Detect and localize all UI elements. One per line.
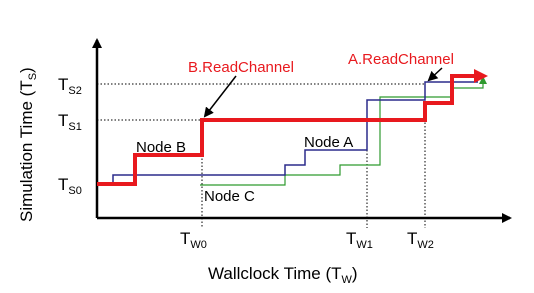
x-axis-label: Wallclock Time (TW) [208,264,358,286]
y-axis-label: Simulation Time (TS) [17,67,39,222]
x-mark: TW0 [180,229,207,251]
y-mark: TS0 [58,175,82,197]
label-part: S [27,73,39,80]
label-part: T [58,75,68,94]
callout-label: B.ReadChannel [188,59,294,76]
node-a-line [97,81,478,185]
callout-arrow [203,75,237,118]
label-part: T [346,229,356,248]
arrow [474,69,488,83]
callout-label: A.ReadChannel [348,51,454,68]
label-part: W [342,274,353,286]
label-part: W2 [417,239,434,251]
node-c-line [200,82,484,186]
x-mark: TW2 [407,229,434,251]
x-mark: TW1 [346,229,373,251]
label-part: Simulation Time (T [17,80,36,222]
arrow [479,76,487,84]
label-part: Wallclock Time (T [208,264,342,283]
label-part: T [58,175,68,194]
label-part: ) [352,264,358,283]
y-mark: TS1 [58,111,82,133]
node-label: Node B [136,139,186,156]
label-part: W1 [356,239,373,251]
node-label: Node A [304,134,353,151]
label-part: T [407,229,417,248]
label-part: T [180,229,190,248]
y-mark: TS2 [58,75,82,97]
label-part: T [58,111,68,130]
label-part: W0 [190,239,207,251]
label-part: S2 [68,85,81,97]
node-label: Node C [204,188,255,205]
label-part: ) [17,67,36,73]
node-b-line [97,74,476,186]
label-part: S0 [68,185,81,197]
callout-arrow [427,67,443,82]
label-part: S1 [68,121,81,133]
